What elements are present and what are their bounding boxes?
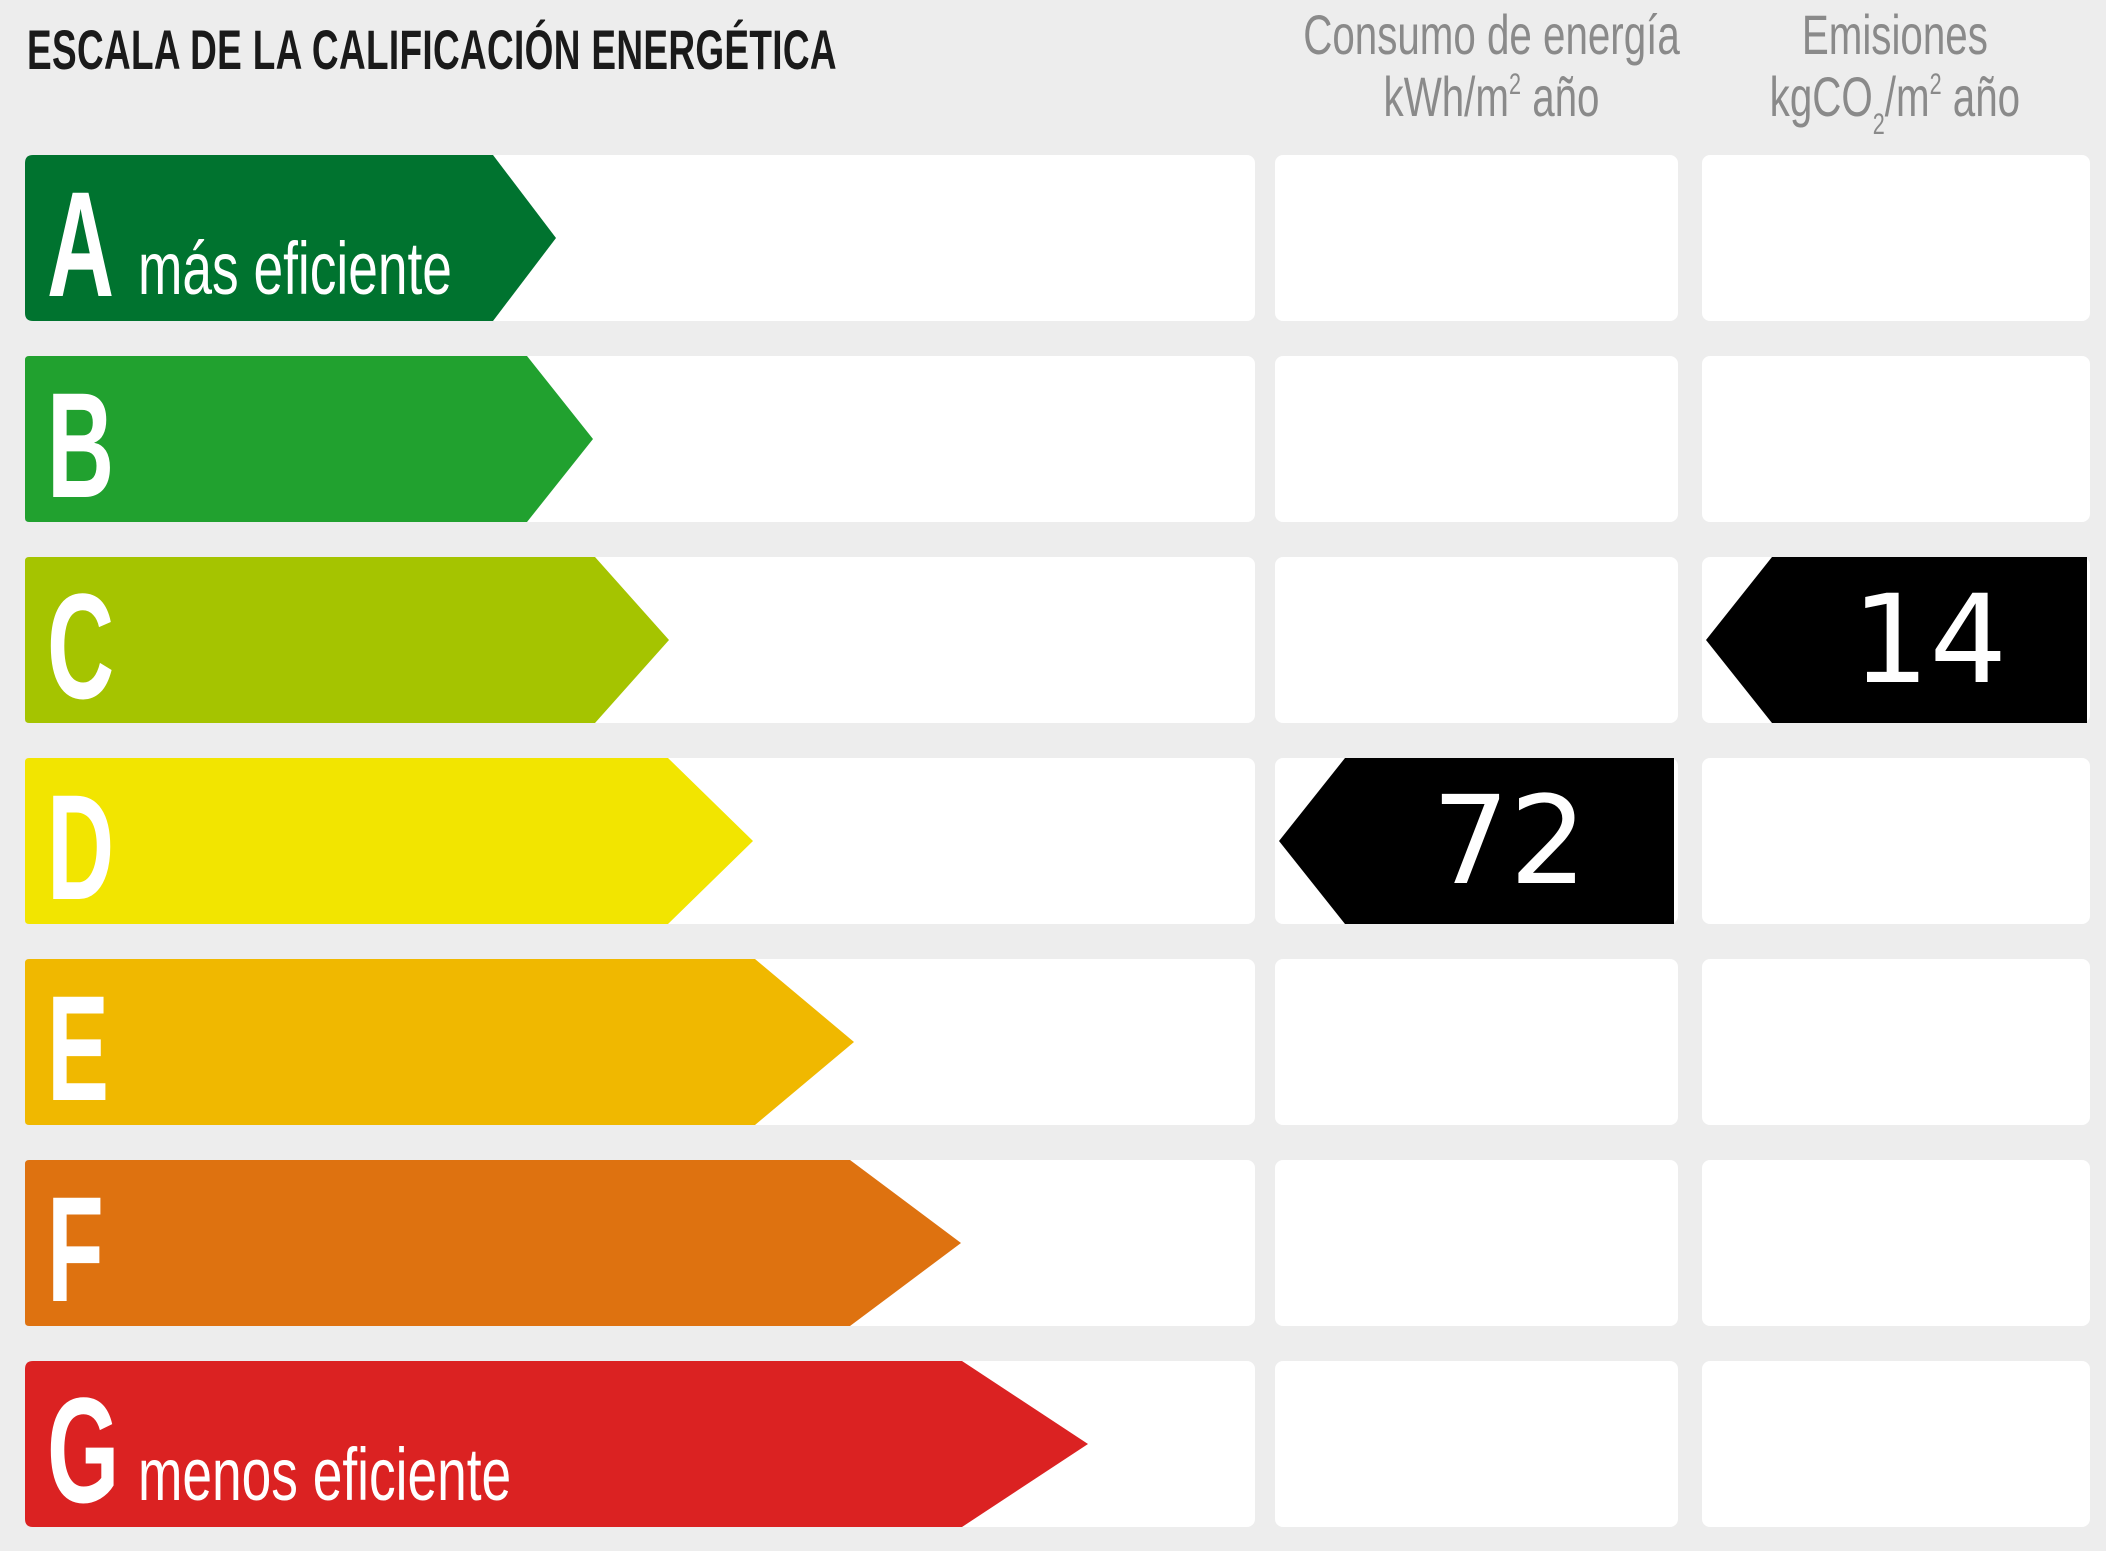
consumo-header-unit: kWh/m2 año <box>1383 65 1600 128</box>
emisiones-header-unit: kgCO2/m2 año <box>1769 65 2021 142</box>
emisiones-cell-b <box>1702 356 2090 522</box>
rating-arrow-a: A más eficiente <box>25 155 565 321</box>
emisiones-cell-e <box>1702 959 2090 1125</box>
rating-arrow-f: F <box>25 1160 975 1326</box>
rating-row-g: G menos eficiente <box>0 1361 2106 1527</box>
rating-row-c: C 14 <box>0 557 2106 723</box>
consumo-cell-c <box>1275 557 1678 723</box>
rating-row-e: E <box>0 959 2106 1125</box>
consumo-value: 72 <box>1431 770 1588 912</box>
rating-arrow-g: G menos eficiente <box>25 1361 1095 1527</box>
rating-label: menos eficiente <box>138 1433 512 1516</box>
rating-letter: D <box>47 763 115 931</box>
rating-row-f: F <box>0 1160 2106 1326</box>
emisiones-cell-a <box>1702 155 2090 321</box>
consumo-cell-g <box>1275 1361 1678 1527</box>
emisiones-value: 14 <box>1851 569 2008 711</box>
rating-letter: A <box>47 160 115 328</box>
rating-arrow-b: B <box>25 356 605 522</box>
rating-row-b: B <box>0 356 2106 522</box>
emisiones-rating-marker: 14 <box>1706 557 2087 723</box>
rating-arrow-e: E <box>25 959 865 1125</box>
rating-letter: G <box>47 1366 120 1534</box>
rating-letter: F <box>47 1165 104 1333</box>
consumo-cell-e <box>1275 959 1678 1125</box>
emisiones-cell-d <box>1702 758 2090 924</box>
column-header-emisiones: Emisiones kgCO2/m2 año <box>1650 3 2106 142</box>
consumo-rating-marker: 72 <box>1279 758 1674 924</box>
emisiones-cell-g <box>1702 1361 2090 1527</box>
rating-letter: C <box>47 562 115 730</box>
rating-row-a: A más eficiente <box>0 155 2106 321</box>
consumo-cell-b <box>1275 356 1678 522</box>
rating-label: más eficiente <box>138 227 452 310</box>
consumo-header-title: Consumo de energía <box>1303 3 1680 66</box>
rating-row-d: D 72 <box>0 758 2106 924</box>
column-header-consumo: Consumo de energía kWh/m2 año <box>1230 4 1720 138</box>
emisiones-cell-f <box>1702 1160 2090 1326</box>
rating-letter: E <box>47 964 110 1132</box>
rating-arrow-c: C <box>25 557 685 723</box>
rating-arrow-d: D <box>25 758 765 924</box>
consumo-cell-a <box>1275 155 1678 321</box>
rating-letter: B <box>47 361 115 529</box>
emisiones-header-title: Emisiones <box>1801 3 1988 66</box>
consumo-cell-f <box>1275 1160 1678 1326</box>
page-title: ESCALA DE LA CALIFICACIÓN ENERGÉTICA <box>27 18 837 81</box>
